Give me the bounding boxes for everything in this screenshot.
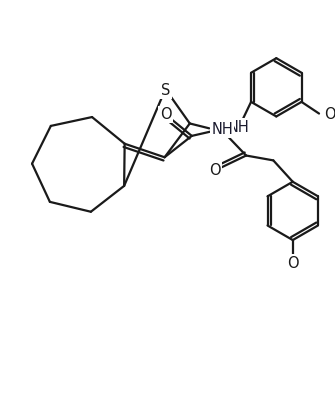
Text: O: O <box>324 107 335 122</box>
Text: O: O <box>287 256 298 271</box>
Text: NH: NH <box>228 120 250 134</box>
Text: S: S <box>161 83 170 98</box>
Text: NH: NH <box>211 122 233 137</box>
Text: O: O <box>160 107 172 122</box>
Text: O: O <box>209 163 221 178</box>
